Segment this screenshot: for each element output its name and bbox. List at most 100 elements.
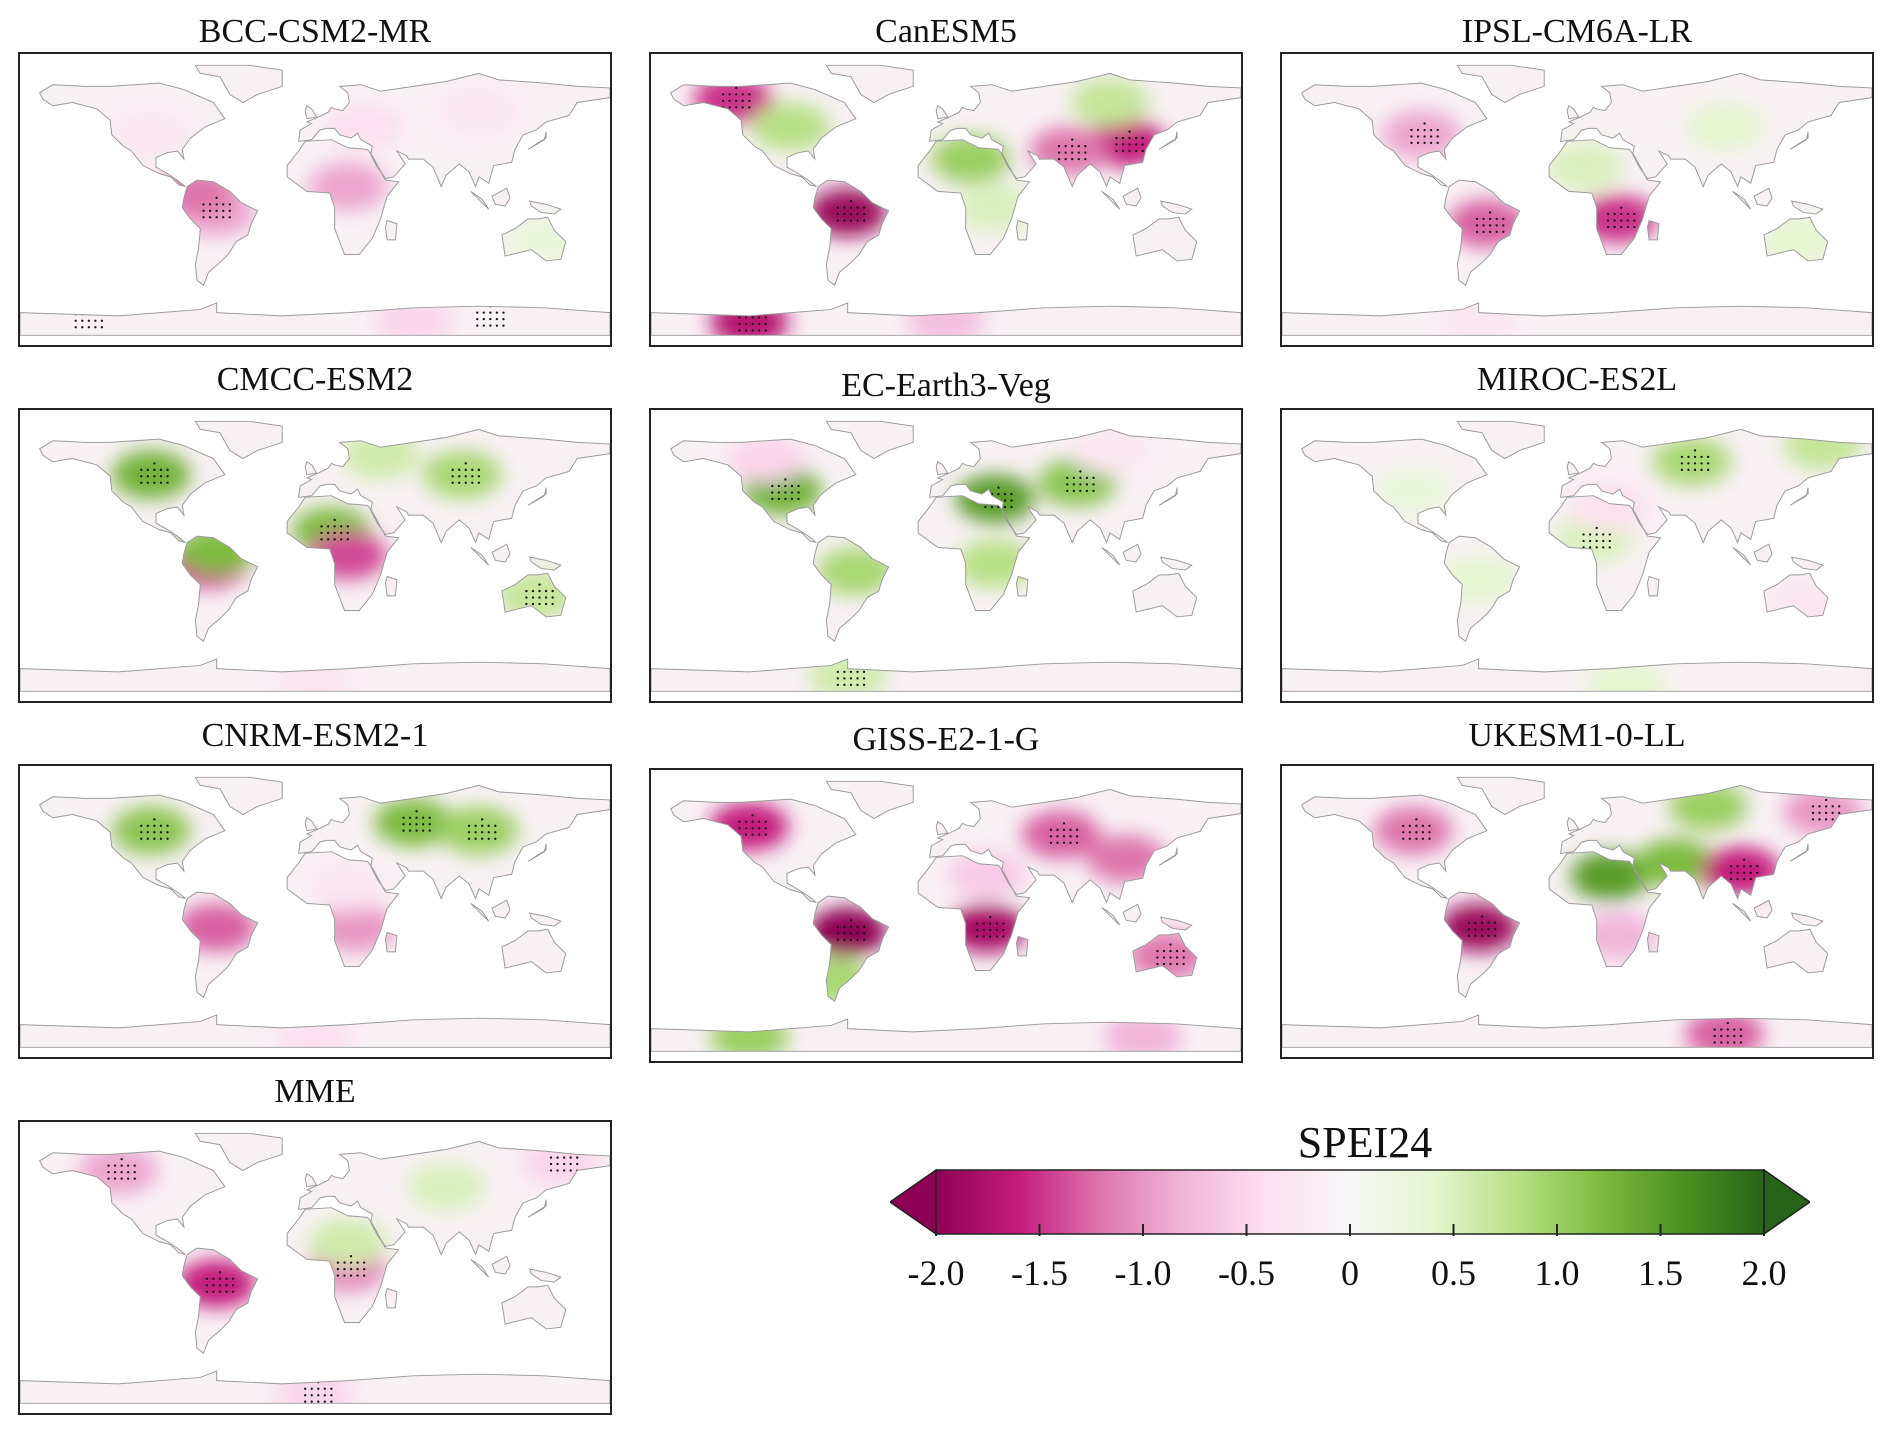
significance-dot	[758, 322, 761, 326]
significance-dot	[1713, 1034, 1716, 1038]
significance-dot	[856, 219, 859, 222]
significance-dot	[120, 1158, 123, 1161]
significance-dot	[1169, 962, 1172, 966]
significance-dot	[320, 531, 323, 534]
significance-dot	[1416, 141, 1420, 145]
significance-dot	[758, 316, 761, 319]
coastline	[1560, 428, 1872, 544]
coastline	[1282, 658, 1872, 692]
coastline	[1753, 187, 1773, 207]
coastline	[1132, 572, 1198, 618]
panel-title-ecearth: EC-Earth3-Veg	[841, 367, 1051, 404]
anomaly-region	[505, 215, 584, 265]
significance-dot	[1156, 956, 1159, 959]
significance-dot	[1062, 841, 1066, 844]
significance-dot	[777, 491, 780, 494]
significance-dot	[1824, 805, 1828, 808]
land-field	[20, 1133, 610, 1404]
significance-dot	[1588, 539, 1592, 543]
map-canvas-bcc	[20, 64, 610, 336]
significance-dot	[349, 1255, 353, 1258]
coastline	[384, 1287, 398, 1309]
significance-dot	[317, 1400, 320, 1403]
significance-dot	[323, 1394, 326, 1397]
significance-dot	[481, 837, 484, 840]
significance-dot	[1743, 858, 1746, 861]
significance-dot	[1606, 225, 1610, 229]
significance-dot	[1415, 831, 1418, 834]
significance-dot	[336, 1274, 340, 1277]
significance-dot	[140, 475, 143, 478]
significance-dot	[1141, 136, 1144, 140]
significance-dot	[1706, 462, 1710, 465]
coastline	[1159, 200, 1193, 215]
significance-dot	[856, 932, 859, 935]
anomaly-region	[1086, 834, 1166, 884]
significance-dot	[1687, 462, 1690, 465]
significance-dot	[1582, 533, 1585, 536]
significance-dot	[1726, 1021, 1729, 1025]
significance-dot	[166, 824, 169, 827]
significance-dot	[458, 475, 461, 478]
significance-dot	[481, 824, 484, 827]
significance-dot	[1493, 928, 1497, 931]
significance-dot	[1049, 841, 1053, 844]
significance-dot	[346, 525, 349, 528]
significance-dot	[538, 583, 541, 586]
significance-dot	[1620, 212, 1623, 216]
coastline	[1548, 495, 1662, 611]
anomaly-region	[111, 110, 191, 160]
coastline	[1122, 543, 1142, 563]
significance-dot	[1693, 462, 1697, 465]
coastline	[304, 1172, 318, 1188]
significance-dot	[997, 492, 1000, 496]
significance-dot	[1071, 151, 1074, 154]
significance-dot	[764, 316, 767, 319]
significance-dot	[1066, 489, 1069, 492]
significance-dot	[1079, 470, 1082, 473]
significance-dot	[1502, 224, 1505, 227]
significance-dot	[1706, 455, 1710, 459]
significance-dot	[482, 311, 485, 314]
map-giss	[649, 768, 1243, 1063]
coastline	[1301, 438, 1488, 544]
significance-dot	[408, 816, 412, 819]
panel-title-bcc: BCC-CSM2-MR	[198, 13, 432, 50]
significance-dot	[127, 1177, 130, 1180]
significance-dot	[843, 670, 846, 674]
significance-dot	[408, 823, 412, 826]
significance-dot	[1739, 1034, 1743, 1038]
significance-dot	[849, 206, 853, 209]
significance-dot	[1010, 499, 1013, 502]
colorbar-gradient	[935, 1169, 1765, 1235]
significance-dot	[751, 820, 754, 823]
significance-dot	[1410, 128, 1413, 132]
coastline	[1732, 191, 1752, 210]
significance-dot	[1606, 219, 1610, 222]
map-canvas-miroc	[1282, 420, 1872, 692]
significance-dot	[215, 196, 218, 200]
significance-dot	[1423, 128, 1426, 132]
significance-dot	[1474, 921, 1477, 924]
significance-dot	[1128, 143, 1131, 146]
land-field	[1282, 421, 1872, 692]
significance-dot	[1613, 219, 1616, 222]
coastline	[39, 794, 226, 900]
map-mme	[18, 1120, 612, 1415]
significance-dot	[1085, 483, 1089, 486]
significance-dot	[751, 827, 754, 830]
coastline	[181, 535, 259, 642]
significance-dot	[1706, 468, 1710, 471]
significance-dot	[975, 928, 979, 932]
coastline	[651, 302, 1241, 336]
significance-dot	[862, 677, 866, 680]
coastline	[670, 798, 857, 904]
significance-dot	[843, 925, 846, 928]
coastline	[670, 82, 857, 188]
significance-dot	[1582, 539, 1585, 543]
significance-dot	[218, 1290, 222, 1293]
significance-dot	[502, 318, 505, 321]
coastline	[1101, 907, 1121, 926]
significance-dot	[735, 106, 738, 109]
significance-dot	[212, 1277, 215, 1280]
